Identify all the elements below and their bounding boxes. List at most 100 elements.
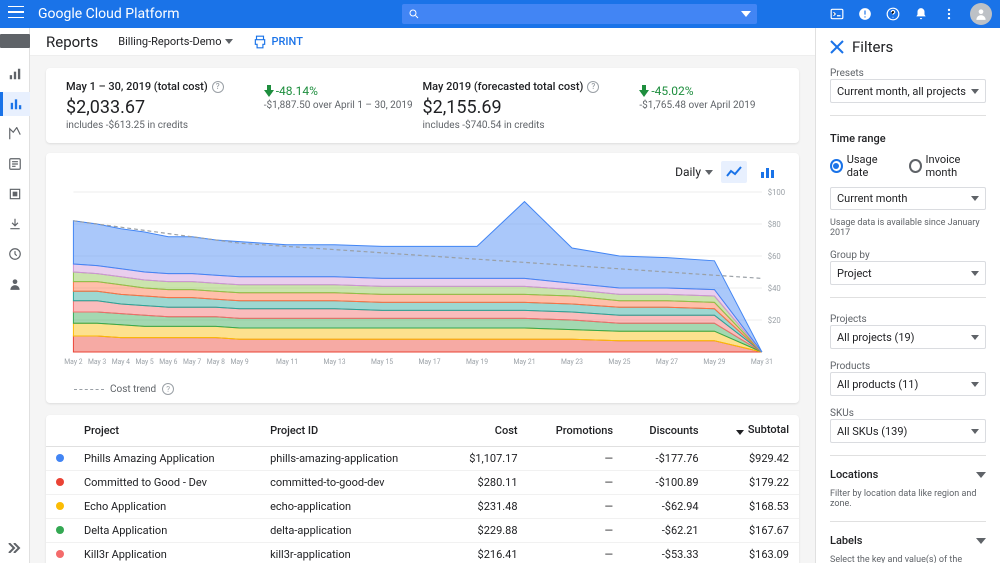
print-icon bbox=[253, 35, 267, 49]
table-row[interactable]: Phills Amazing Applicationphills-amazing… bbox=[46, 446, 799, 470]
radio-usage-date[interactable]: Usage date bbox=[830, 153, 895, 179]
svg-text:May 8: May 8 bbox=[207, 358, 225, 366]
svg-text:May 29: May 29 bbox=[703, 358, 725, 366]
cost-chart: $20$40$60$80$100May 2May 3May 4May 5May … bbox=[54, 187, 791, 377]
chart-legend: Cost trend ? bbox=[54, 381, 791, 399]
svg-text:May 7: May 7 bbox=[183, 358, 201, 366]
close-icon[interactable] bbox=[830, 40, 844, 54]
product-title: Google Cloud Platform bbox=[38, 6, 180, 22]
nav-transactions[interactable] bbox=[0, 182, 30, 206]
table-row[interactable]: Delta Applicationdelta-application$229.8… bbox=[46, 518, 799, 542]
table-row[interactable]: Committed to Good - Devcommitted-to-good… bbox=[46, 470, 799, 494]
filters-title: Filters bbox=[852, 38, 893, 56]
line-chart-button[interactable] bbox=[721, 161, 747, 183]
help-icon[interactable]: ? bbox=[587, 81, 599, 93]
more-icon[interactable] bbox=[942, 7, 956, 21]
chevron-down-icon bbox=[976, 472, 986, 478]
svg-text:May 6: May 6 bbox=[159, 358, 177, 366]
series-color-dot bbox=[56, 502, 64, 510]
series-color-dot bbox=[56, 550, 64, 558]
billing-account-selector[interactable]: Billing-Reports-Demo bbox=[118, 35, 233, 48]
top-bar: Google Cloud Platform bbox=[0, 0, 1000, 28]
projects-select[interactable]: All projects (19) bbox=[830, 325, 986, 349]
svg-text:May 11: May 11 bbox=[276, 358, 298, 366]
search-icon bbox=[408, 8, 420, 20]
chevron-down-icon bbox=[976, 538, 986, 544]
summary-card: May 1 – 30, 2019 (total cost)? $2,033.67… bbox=[46, 68, 799, 143]
billing-product-icon[interactable] bbox=[0, 34, 30, 48]
month-select[interactable]: Current month bbox=[830, 187, 986, 210]
down-arrow-icon bbox=[639, 85, 649, 97]
cloud-shell-icon[interactable] bbox=[830, 7, 844, 21]
nav-reports[interactable] bbox=[0, 92, 30, 116]
chart-card: Daily $20$40$60$80$100May 2May 3May 4May… bbox=[46, 153, 799, 403]
svg-text:May 2: May 2 bbox=[64, 358, 82, 366]
products-select[interactable]: All products (11) bbox=[830, 372, 986, 396]
chevron-down-icon bbox=[225, 39, 233, 44]
chart-toolbar: Daily bbox=[54, 161, 791, 187]
main-content: Reports Billing-Reports-Demo PRINT May 1… bbox=[30, 28, 815, 563]
svg-text:May 4: May 4 bbox=[112, 358, 130, 366]
table-header: Project Project ID Cost Promotions Disco… bbox=[46, 415, 799, 446]
nav-overview[interactable] bbox=[0, 62, 30, 86]
search-input[interactable] bbox=[420, 7, 741, 21]
search-dropdown-icon[interactable] bbox=[741, 11, 751, 17]
skus-select[interactable]: All SKUs (139) bbox=[830, 419, 986, 443]
locations-expand[interactable]: Locations bbox=[830, 468, 986, 481]
series-color-dot bbox=[56, 478, 64, 486]
svg-text:$80: $80 bbox=[768, 220, 781, 229]
svg-text:May 3: May 3 bbox=[88, 358, 106, 366]
svg-text:May 17: May 17 bbox=[419, 358, 441, 366]
cost-table: Project Project ID Cost Promotions Disco… bbox=[46, 415, 799, 563]
svg-text:May 27: May 27 bbox=[656, 358, 678, 366]
actual-amount: $2,033.67 bbox=[66, 97, 224, 118]
topbar-right bbox=[830, 3, 992, 25]
page-header: Reports Billing-Reports-Demo PRINT bbox=[30, 28, 815, 56]
down-arrow-icon bbox=[264, 85, 274, 97]
table-row[interactable]: Echo Applicationecho-application$231.48—… bbox=[46, 494, 799, 518]
svg-text:May 19: May 19 bbox=[466, 358, 488, 366]
forecast-pct: -45.02% bbox=[639, 84, 755, 98]
svg-text:May 25: May 25 bbox=[608, 358, 630, 366]
labels-expand[interactable]: Labels bbox=[830, 534, 986, 547]
expand-nav-icon[interactable] bbox=[7, 542, 21, 557]
svg-text:$20: $20 bbox=[768, 316, 781, 325]
summary-forecast: May 2019 (forecasted total cost)? $2,155… bbox=[423, 80, 780, 131]
svg-text:May 9: May 9 bbox=[230, 358, 248, 366]
search-box[interactable] bbox=[402, 4, 757, 24]
help-icon[interactable] bbox=[886, 7, 900, 21]
summary-actual: May 1 – 30, 2019 (total cost)? $2,033.67… bbox=[66, 80, 423, 131]
actual-pct: -48.14% bbox=[264, 84, 413, 98]
svg-text:May 23: May 23 bbox=[561, 358, 583, 366]
print-button[interactable]: PRINT bbox=[253, 35, 302, 49]
sort-column[interactable]: Subtotal bbox=[709, 415, 799, 446]
svg-text:May 15: May 15 bbox=[371, 358, 393, 366]
svg-text:$60: $60 bbox=[768, 252, 781, 261]
series-color-dot bbox=[56, 454, 64, 462]
svg-text:May 5: May 5 bbox=[136, 358, 154, 366]
svg-text:May 31: May 31 bbox=[751, 358, 773, 366]
alert-icon[interactable] bbox=[858, 7, 872, 21]
nav-commitments[interactable] bbox=[0, 152, 30, 176]
series-color-dot bbox=[56, 526, 64, 534]
aggregation-select[interactable]: Daily bbox=[675, 165, 713, 179]
page-title: Reports bbox=[46, 33, 98, 51]
table-row[interactable]: Kill3r Applicationkill3r-application$216… bbox=[46, 542, 799, 563]
help-icon[interactable]: ? bbox=[162, 383, 174, 395]
group-by-select[interactable]: Project bbox=[830, 261, 986, 285]
bar-chart-button[interactable] bbox=[755, 161, 781, 183]
avatar[interactable] bbox=[970, 3, 992, 25]
help-icon[interactable]: ? bbox=[212, 81, 224, 93]
svg-text:$100: $100 bbox=[768, 188, 785, 197]
menu-icon[interactable] bbox=[8, 6, 26, 22]
nav-account[interactable] bbox=[0, 272, 30, 296]
nav-export[interactable] bbox=[0, 212, 30, 236]
nav-history[interactable] bbox=[0, 242, 30, 266]
radio-invoice-month[interactable]: Invoice month bbox=[909, 153, 986, 179]
presets-select[interactable]: Current month, all projects bbox=[830, 79, 986, 103]
svg-text:May 13: May 13 bbox=[324, 358, 346, 366]
filters-panel: Filters Presets Current month, all proje… bbox=[815, 28, 1000, 563]
notifications-icon[interactable] bbox=[914, 7, 928, 21]
forecast-amount: $2,155.69 bbox=[423, 97, 600, 118]
nav-budgets[interactable] bbox=[0, 122, 30, 146]
